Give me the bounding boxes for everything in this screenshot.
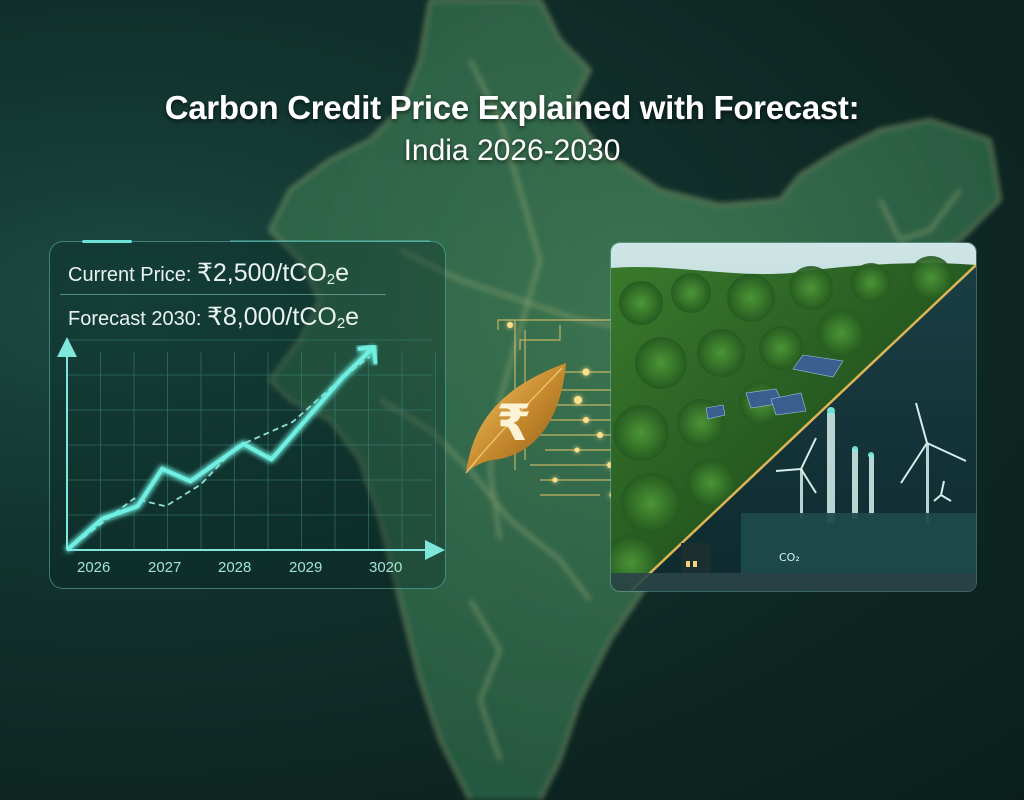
forest-industry-image: CO₂ (610, 242, 977, 592)
x-tick-label: 2026 (77, 559, 111, 576)
card-divider (60, 294, 386, 295)
rupee-leaf-icon: ₹ (465, 363, 566, 474)
forecast-price-value: ₹8,000/tCO2e (206, 303, 360, 332)
title-line-1: Carbon Credit Price Explained with Forec… (164, 89, 860, 126)
title-line-2: India 2026-2030 (403, 134, 621, 167)
x-tick-label: 3020 (369, 559, 403, 576)
svg-text:₹: ₹ (497, 394, 532, 452)
chart-grid (67, 339, 436, 550)
current-price-value: ₹2,500/tCO2e (196, 259, 350, 288)
trend-arrow-icon (357, 344, 378, 365)
current-price-label: Current Price: (68, 264, 197, 286)
forecast-price-label: Forecast 2030: (68, 308, 207, 330)
price-chart-card: Current Price: ₹2,500/tCO2e Forecast 203… (49, 240, 446, 589)
card-accent (82, 240, 132, 243)
forecast-price-row: Forecast 2030: ₹8,000/tCO2e (68, 302, 359, 332)
forecast-trend-line (66, 355, 371, 551)
page-title: Carbon Credit Price Explained with Forec… (0, 88, 1024, 174)
x-tick-label: 2028 (218, 559, 252, 576)
x-tick-label: 2029 (289, 559, 323, 576)
card-accent-line (230, 240, 430, 242)
x-tick-label: 2027 (148, 559, 182, 576)
svg-text:CO₂: CO₂ (779, 551, 800, 564)
current-price-row: Current Price: ₹2,500/tCO2e (68, 258, 349, 288)
forest-industry-illustration: CO₂ (611, 243, 976, 591)
price-line-chart (57, 337, 445, 560)
price-line (65, 345, 376, 552)
